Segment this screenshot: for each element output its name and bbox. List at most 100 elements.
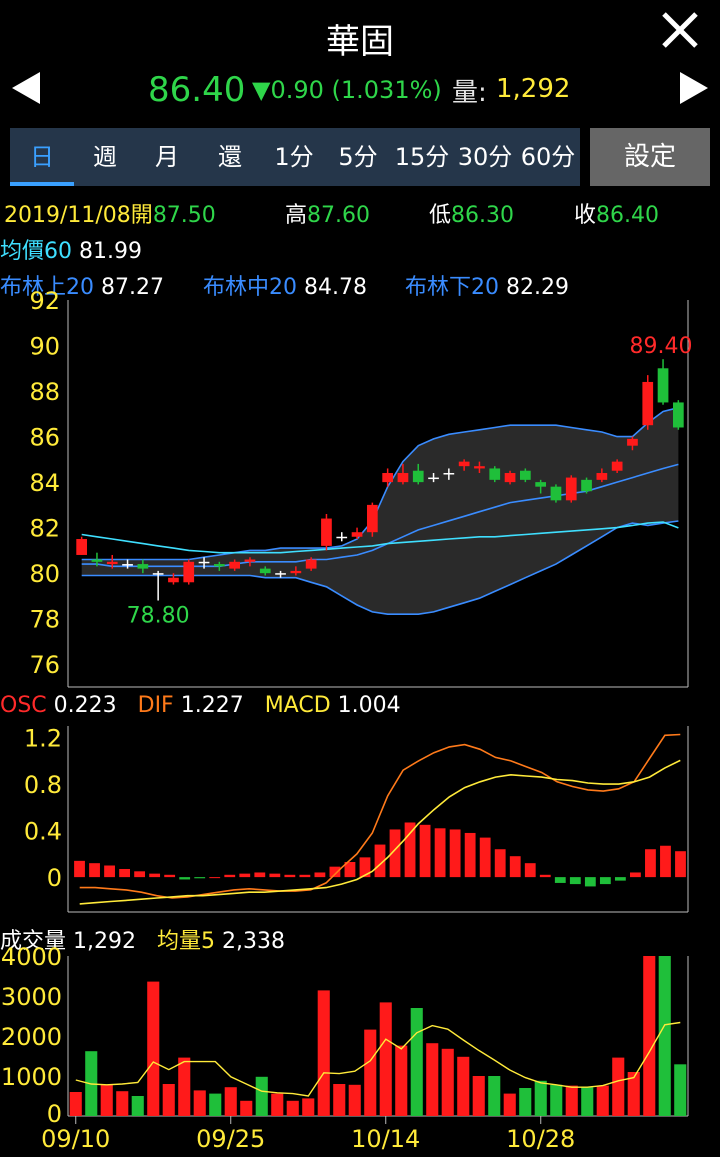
osc-bar [675,851,686,878]
right-triangle-icon[interactable] [680,72,708,104]
volume-tick-label: 1000 [1,1063,62,1091]
price-tick-label: 82 [29,515,60,543]
volume-bar [193,1090,206,1116]
candle [627,438,638,446]
osc-bar [269,873,281,878]
volume-bar [565,1085,578,1116]
high-value: 87.60 [307,203,370,228]
volume-bar [302,1098,315,1116]
tab-5min[interactable]: 5分 [338,143,378,171]
osc-bar [554,877,566,883]
tab-month[interactable]: 月 [155,143,179,171]
candle [152,573,164,575]
candle [672,402,684,428]
boll-lower-value: 82.29 [506,275,569,300]
osc-bar [119,868,130,878]
close-icon[interactable] [658,8,702,52]
left-triangle-icon[interactable] [12,72,40,104]
volume-ma5-line [75,1021,681,1097]
candle [91,559,103,562]
x-tick-label: 09/10 [41,1125,110,1153]
osc-bar [239,873,251,878]
volume-bar [550,1084,563,1116]
settings-button[interactable]: 設定 [590,128,710,186]
osc-bar [434,828,446,878]
candle [106,561,118,565]
osc-bar [329,866,341,878]
candle [229,561,241,569]
price-tick-label: 86 [29,424,60,452]
price-tick-label: 78 [29,606,60,634]
candle [642,381,654,426]
candle [382,473,394,483]
candle [412,470,424,483]
boll-lower-label: 布林下20 [405,275,499,300]
volume-bar [410,1008,423,1116]
volume-bar [426,1043,439,1116]
osc-bar [449,829,461,878]
osc-bar [660,845,671,878]
osc-bar [284,874,296,878]
price-tick-label: 88 [29,378,60,406]
macd-tick-label: 0.4 [24,818,62,846]
candle [183,561,195,583]
candle [321,518,332,546]
macd-line [79,759,681,905]
osc-bar [209,877,221,879]
candle [76,539,88,555]
page-title: 華固 [326,22,394,62]
volume-bar [178,1057,191,1116]
tab-30min[interactable]: 30分 [457,143,513,171]
tab-60min[interactable]: 60分 [520,143,576,171]
price-tick-label: 84 [29,469,60,497]
tab-week[interactable]: 週 [93,143,117,171]
volume-bar [348,1084,361,1116]
osc-bar [74,860,85,878]
volume-bar [240,1100,253,1116]
volume-bar [209,1093,222,1116]
high-label: 高 [285,203,308,228]
osc-value: 0.223 [53,693,117,718]
osc-bar [314,872,326,878]
volume-legend-value: 1,292 [73,929,136,954]
boll-upper-value: 87.27 [101,275,164,300]
candle [535,482,547,487]
dif-line [79,733,681,899]
volume-value: 1,292 [496,74,571,104]
volume-bar [162,1084,175,1116]
tab-15min[interactable]: 15分 [394,143,450,171]
tab-restore[interactable]: 還 [218,143,242,171]
osc-bar [134,871,146,878]
boll-lower-line [81,520,679,615]
osc-bar [539,874,551,878]
tab-day[interactable]: 日 [30,143,54,171]
low-label: 低 [429,203,452,228]
candle [336,536,348,539]
osc-bar [509,856,521,878]
x-tick-label: 10/28 [506,1125,575,1153]
osc-bar [149,873,161,878]
volume-bar [69,1092,82,1116]
macd-tick-label: 0.8 [24,771,62,799]
candle [168,577,179,583]
tab-1min[interactable]: 1分 [274,143,314,171]
macd-label: MACD [264,693,331,718]
volume-label: 量: [452,78,487,108]
volume-bar [643,956,656,1116]
candle [657,368,669,403]
boll-upper-line [81,406,679,561]
dif-label: DIF [137,693,174,718]
price-tick-label: 90 [29,333,60,361]
volume-bar [612,1057,625,1116]
high-annotation: 89.40 [630,334,693,359]
candle [443,473,455,475]
boll-mid-label: 布林中20 [203,275,297,300]
osc-bar [104,865,115,878]
osc-bar [359,857,371,878]
candle [259,568,271,574]
candle [550,486,562,501]
volume-legend-label: 成交量 [0,929,67,954]
low-value: 86.30 [451,203,514,228]
volume-bar [627,1072,640,1116]
